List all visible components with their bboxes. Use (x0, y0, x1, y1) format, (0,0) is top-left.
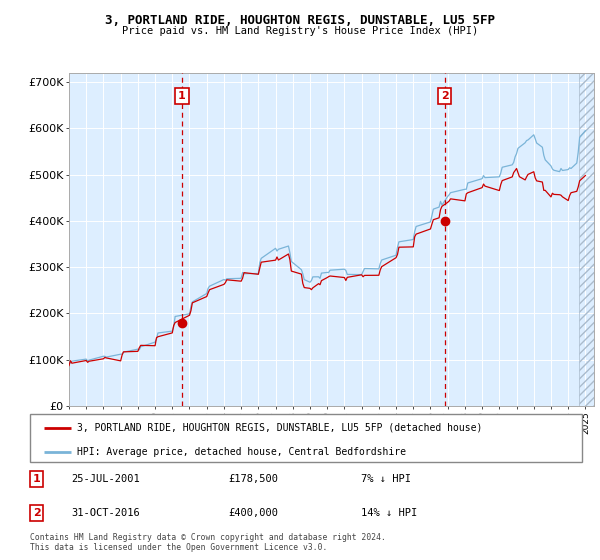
Text: This data is licensed under the Open Government Licence v3.0.: This data is licensed under the Open Gov… (30, 543, 328, 552)
Text: 1: 1 (33, 474, 40, 484)
FancyBboxPatch shape (30, 414, 582, 462)
Text: £400,000: £400,000 (229, 508, 279, 518)
Bar (578, 73, 594, 406)
Text: £178,500: £178,500 (229, 474, 279, 484)
Text: 14% ↓ HPI: 14% ↓ HPI (361, 508, 418, 518)
Text: Contains HM Land Registry data © Crown copyright and database right 2024.: Contains HM Land Registry data © Crown c… (30, 533, 386, 542)
Text: 3, PORTLAND RIDE, HOUGHTON REGIS, DUNSTABLE, LU5 5FP: 3, PORTLAND RIDE, HOUGHTON REGIS, DUNSTA… (105, 14, 495, 27)
Text: Price paid vs. HM Land Registry's House Price Index (HPI): Price paid vs. HM Land Registry's House … (122, 26, 478, 36)
Text: 1: 1 (178, 91, 186, 101)
Text: 25-JUL-2001: 25-JUL-2001 (71, 474, 140, 484)
Text: 31-OCT-2016: 31-OCT-2016 (71, 508, 140, 518)
Text: 2: 2 (33, 508, 40, 518)
Text: 3, PORTLAND RIDE, HOUGHTON REGIS, DUNSTABLE, LU5 5FP (detached house): 3, PORTLAND RIDE, HOUGHTON REGIS, DUNSTA… (77, 423, 482, 433)
Text: HPI: Average price, detached house, Central Bedfordshire: HPI: Average price, detached house, Cent… (77, 446, 406, 456)
Text: 7% ↓ HPI: 7% ↓ HPI (361, 474, 411, 484)
Text: 2: 2 (441, 91, 449, 101)
